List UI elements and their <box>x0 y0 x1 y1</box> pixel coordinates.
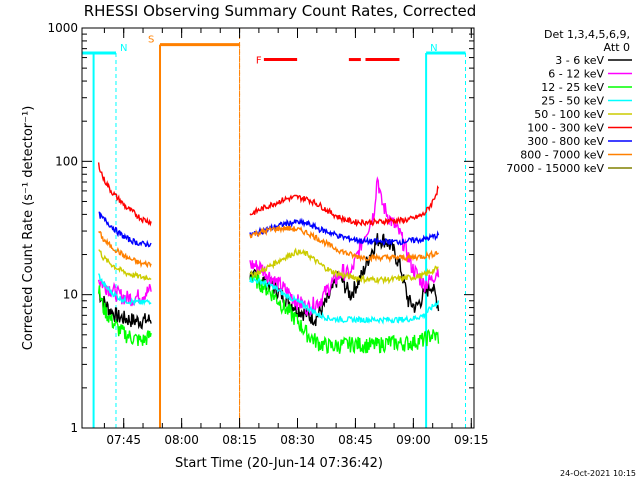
legend-entry-label: 300 - 800 keV <box>527 135 604 148</box>
x-tick-label: 09:00 <box>396 433 431 447</box>
series-line <box>97 285 152 346</box>
y-tick-label: 1 <box>70 421 78 435</box>
x-tick-label: 08:15 <box>222 433 257 447</box>
series-line <box>249 277 440 325</box>
series-group <box>97 162 440 355</box>
x-tick-label: 09:15 <box>454 433 489 447</box>
series-line <box>249 247 439 285</box>
series-line <box>249 224 439 264</box>
series-line <box>249 184 440 228</box>
x-tick-label: 08:45 <box>338 433 373 447</box>
legend-entry-label: 50 - 100 keV <box>534 108 604 121</box>
legend-entry-label: 25 - 50 keV <box>541 95 604 108</box>
series-line <box>98 230 152 269</box>
flag-label-N: N <box>430 43 437 54</box>
x-tick-label: 08:30 <box>280 433 315 447</box>
series-line <box>249 233 440 327</box>
legend-entry-label: 12 - 25 keV <box>541 81 604 94</box>
series-line <box>98 249 152 282</box>
axes: 1 10 100 1000 07:45 08:00 08:15 08:30 08:45 09:00… <box>47 21 488 447</box>
x-tick-label: 08:00 <box>164 433 199 447</box>
legend-entry-label: 800 - 7000 keV <box>520 149 604 162</box>
series-line <box>249 271 440 355</box>
y-axis-label: Corrected Count Rate (s⁻¹ detector⁻¹) <box>21 106 36 351</box>
series-line <box>98 211 152 248</box>
legend-entry-label: 7000 - 15000 keV <box>506 162 604 175</box>
flag-label-N: N <box>120 43 127 54</box>
chart-title: RHESSI Observing Summary Count Rates, Co… <box>84 2 477 20</box>
x-axis-label: Start Time (20-Jun-14 07:36:42) <box>175 456 383 471</box>
timestamp: 24-Oct-2021 10:15 <box>560 469 636 478</box>
flag-label-S: S <box>148 35 154 46</box>
series-line <box>97 273 152 307</box>
legend-header-attenuator: Att 0 <box>604 41 630 54</box>
legend-entry-label: 100 - 300 keV <box>527 122 604 135</box>
series-line <box>249 217 440 246</box>
legend-entry-label: 3 - 6 keV <box>555 54 604 67</box>
flag-label-F: F <box>256 56 262 67</box>
legend-entry-label: 6 - 12 keV <box>548 68 604 81</box>
series-line <box>98 291 152 330</box>
y-tick-label: 10 <box>63 288 78 302</box>
x-tick-label: 07:45 <box>106 433 141 447</box>
legend-header-detectors: Det 1,3,4,5,6,9, <box>544 28 630 41</box>
y-tick-label: 100 <box>55 154 78 168</box>
y-tick-label: 1000 <box>47 21 78 35</box>
observing-flags: N N S F <box>82 28 467 428</box>
series-line <box>97 162 152 227</box>
